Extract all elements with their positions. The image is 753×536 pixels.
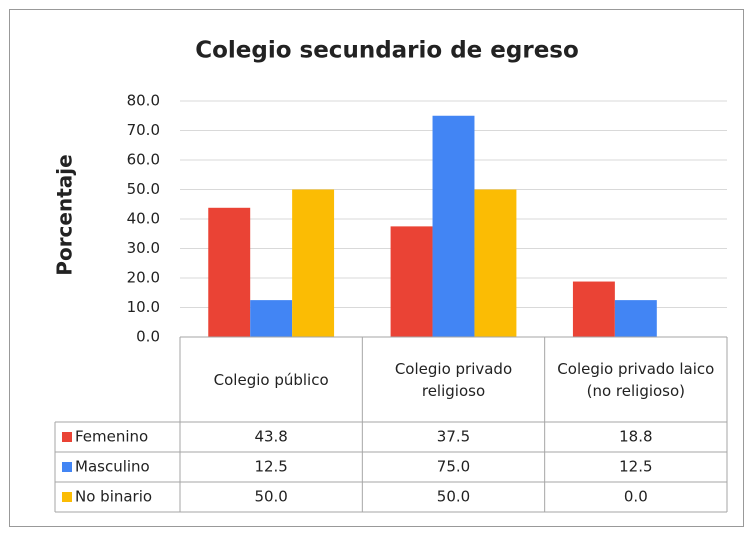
x-tick-label: Colegio privado laico (no religioso) — [557, 359, 715, 400]
category-cell: Colegio público — [213, 370, 329, 389]
y-tick-label: 40.0 — [127, 210, 160, 228]
y-tick-label: 50.0 — [127, 180, 160, 198]
bar — [432, 115, 475, 337]
legend-label: No binario — [75, 488, 152, 506]
bar — [292, 189, 335, 337]
legend-key — [62, 432, 72, 442]
bar — [474, 189, 517, 337]
y-tick-label: 20.0 — [127, 269, 160, 287]
category-cell: Colegio privado laico (no religioso) — [557, 359, 715, 400]
y-tick-label: 60.0 — [127, 151, 160, 169]
category-cell: Colegio privado religioso — [394, 359, 513, 400]
y-tick-label: 70.0 — [127, 121, 160, 139]
table-value: 12.5 — [619, 458, 652, 476]
bar — [208, 207, 251, 337]
bar — [572, 281, 615, 337]
legend-key — [62, 492, 72, 502]
legend-label: Masculino — [75, 458, 150, 476]
y-tick-label: 30.0 — [127, 239, 160, 257]
y-tick-label: 10.0 — [127, 298, 160, 316]
chart-border — [9, 9, 744, 527]
y-tick-label: 80.0 — [127, 92, 160, 110]
table-value: 12.5 — [254, 458, 287, 476]
y-axis-label: Porcentaje — [53, 154, 77, 275]
table-value: 50.0 — [254, 488, 287, 506]
bar — [390, 226, 433, 337]
bar — [614, 300, 657, 337]
table-value: 18.8 — [619, 428, 652, 446]
table-value: 50.0 — [437, 488, 470, 506]
table-value: 0.0 — [624, 488, 648, 506]
legend-label: Femenino — [75, 428, 148, 446]
y-tick-label: 0.0 — [136, 328, 160, 346]
x-tick-label: Colegio público — [213, 370, 329, 389]
bar — [250, 300, 293, 337]
x-tick-label: Colegio privado religioso — [394, 359, 513, 400]
chart-title: Colegio secundario de egreso — [195, 38, 579, 64]
legend-key — [62, 462, 72, 472]
table-value: 43.8 — [254, 428, 287, 446]
table-value: 37.5 — [437, 428, 470, 446]
table-value: 75.0 — [437, 458, 470, 476]
